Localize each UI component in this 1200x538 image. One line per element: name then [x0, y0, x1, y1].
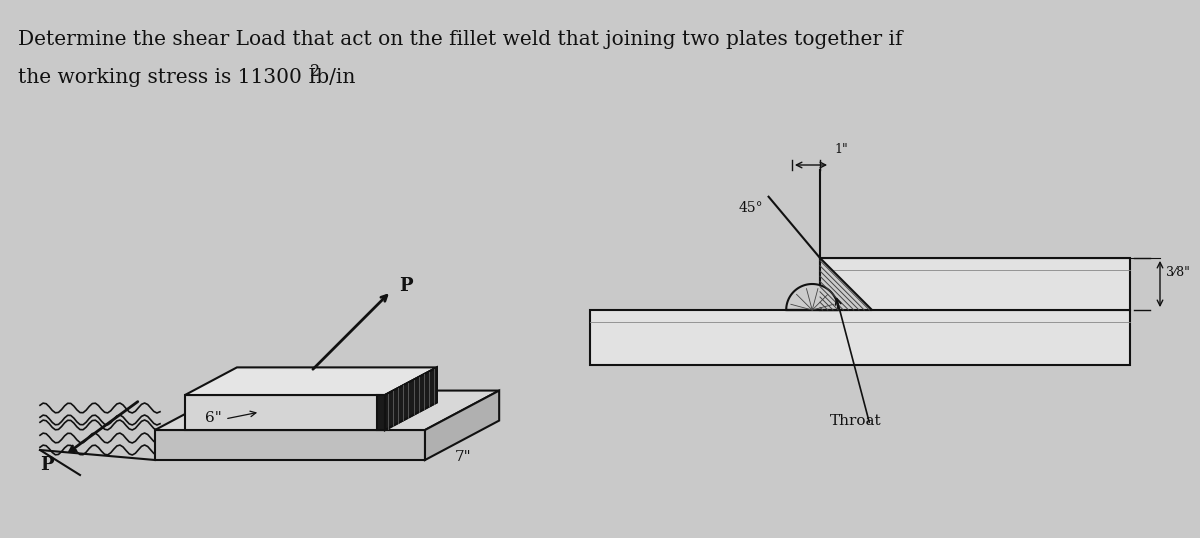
Text: 6": 6" [205, 411, 222, 425]
Polygon shape [820, 258, 1130, 310]
Text: 2: 2 [310, 63, 320, 80]
Polygon shape [425, 391, 499, 460]
Polygon shape [185, 367, 437, 395]
Text: 45°: 45° [738, 201, 763, 215]
Polygon shape [185, 395, 385, 430]
Text: P: P [40, 456, 54, 474]
Polygon shape [385, 367, 437, 430]
Polygon shape [377, 395, 385, 430]
Polygon shape [590, 310, 1130, 365]
Text: 7": 7" [455, 450, 472, 464]
Text: P: P [398, 277, 413, 295]
Polygon shape [155, 391, 499, 430]
Text: 3⁄8": 3⁄8" [1166, 266, 1190, 279]
Polygon shape [786, 284, 839, 310]
Text: the working stress is 11300 Ib/in: the working stress is 11300 Ib/in [18, 68, 355, 87]
Text: Determine the shear Load that act on the fillet weld that joining two plates tog: Determine the shear Load that act on the… [18, 30, 902, 49]
Text: Throat: Throat [830, 414, 882, 428]
Polygon shape [820, 258, 872, 310]
Polygon shape [155, 430, 425, 460]
Polygon shape [385, 367, 437, 430]
Text: 1": 1" [834, 143, 847, 156]
